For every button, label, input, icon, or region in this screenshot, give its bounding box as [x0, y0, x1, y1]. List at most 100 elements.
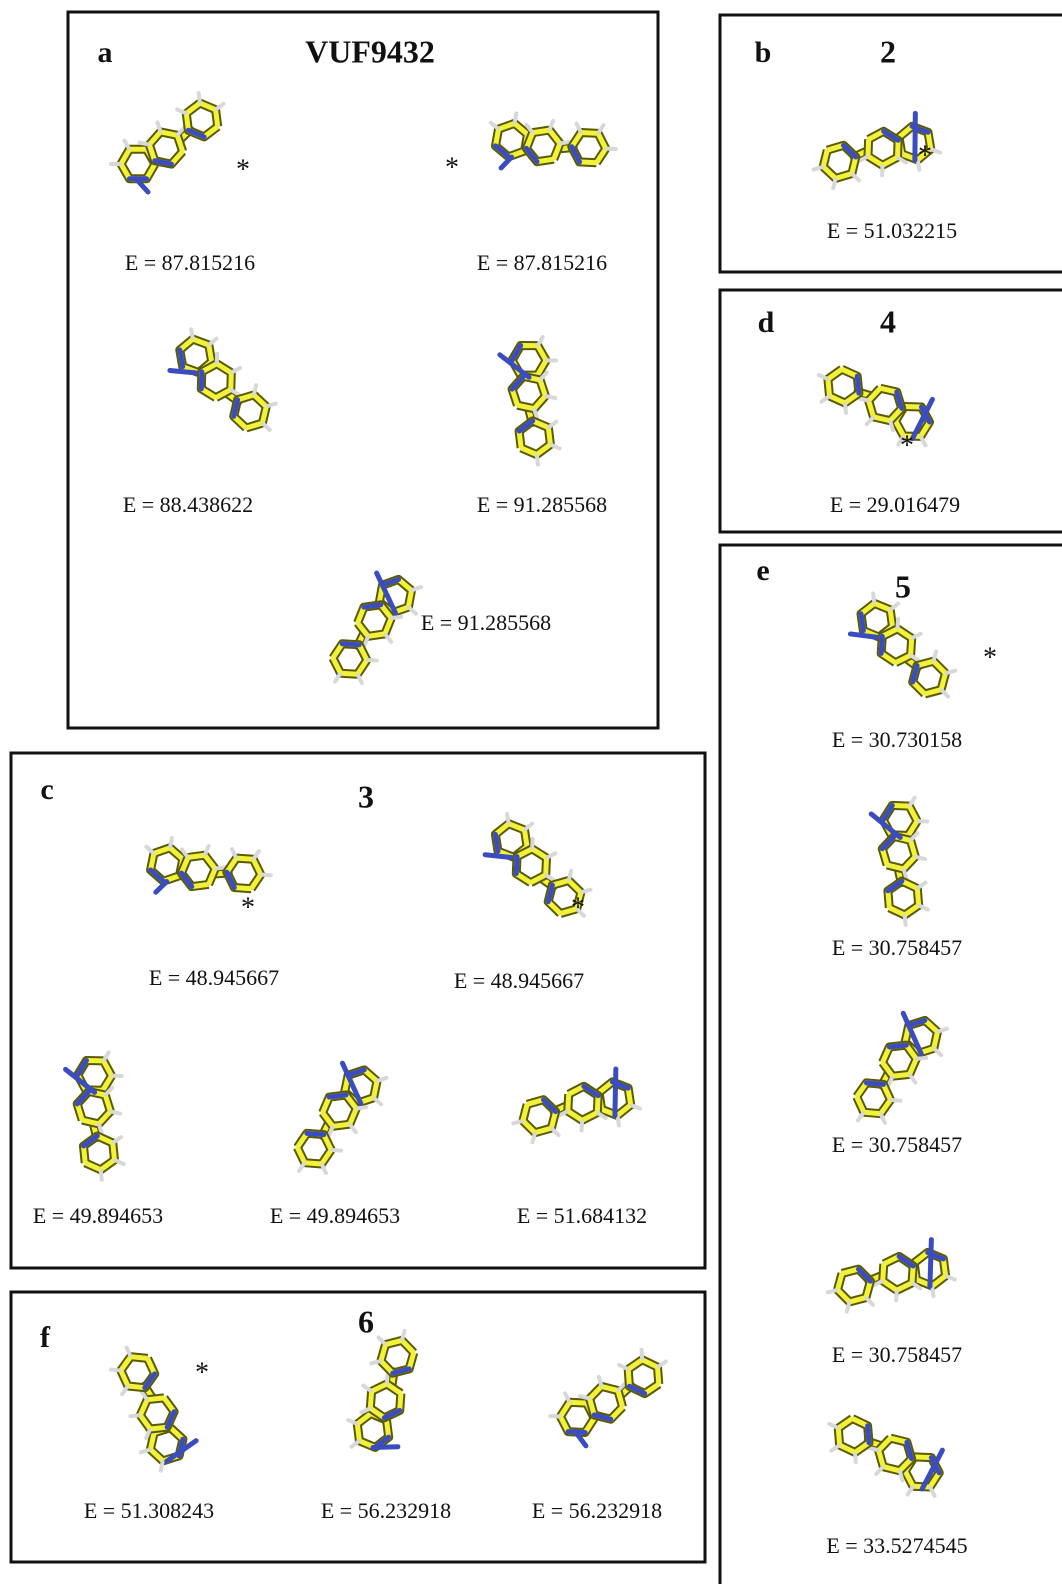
hydrogen [114, 1137, 121, 1142]
hydrogen [378, 1337, 384, 1343]
nitrogen [881, 636, 882, 653]
molecule [857, 1013, 947, 1123]
hydrogen [552, 1129, 558, 1135]
hydrogen [125, 141, 130, 149]
panel-letter: a [98, 36, 113, 69]
energy-label: E = 88.438622 [123, 492, 253, 517]
hydrogen [267, 404, 276, 407]
nitrogen [629, 1386, 644, 1393]
amine [170, 370, 196, 372]
hydrogen [821, 397, 828, 402]
hydrogen [140, 143, 149, 145]
lowest-marker: * [918, 140, 932, 171]
hydrogen [910, 1075, 915, 1082]
hydrogen [507, 814, 508, 823]
molecule [513, 1069, 640, 1142]
molecule [111, 93, 224, 192]
panel-border [11, 753, 705, 1268]
nitrogen [495, 834, 498, 851]
hydrogen [368, 660, 377, 661]
hydrogen [392, 617, 401, 618]
panel-title: 6 [358, 1303, 374, 1339]
nitrogen [227, 872, 234, 887]
hydrogen [161, 1462, 163, 1471]
panel-letter: d [758, 306, 775, 339]
hydrogen [491, 123, 498, 129]
hydrogen [378, 1078, 387, 1081]
hydrogen [387, 1374, 388, 1383]
hydrogen [828, 1290, 837, 1292]
hydrogen [858, 1113, 863, 1120]
hydrogen [299, 1164, 304, 1171]
panel: b2E = 51.032215* [720, 15, 1062, 272]
hydrogen [262, 875, 271, 876]
hydrogen [833, 179, 835, 188]
hydrogen [254, 851, 259, 858]
hydrogen [867, 418, 873, 425]
hydrogen [892, 1100, 901, 1101]
hydrogen [513, 1121, 522, 1123]
hydrogen [867, 1298, 873, 1304]
hydrogen [402, 1331, 404, 1340]
hydrogen [853, 174, 860, 180]
hydrogen [930, 1488, 934, 1496]
panel: f6E = 51.308243*E = 56.232918E = 56.2329… [11, 1292, 705, 1562]
panel: c3E = 48.945667*E = 48.945667*E = 49.894… [11, 753, 705, 1268]
hydrogen [896, 1291, 897, 1300]
energy-label: E = 91.285568 [477, 492, 607, 517]
energy-label: E = 87.815216 [125, 250, 255, 275]
molecule [829, 1419, 942, 1496]
hydrogen [199, 93, 200, 102]
hydrogen [908, 1487, 913, 1495]
hydrogen [263, 424, 270, 430]
nitrogen [364, 605, 381, 607]
hydrogen [515, 114, 517, 123]
energy-label: E = 91.285568 [421, 610, 551, 635]
hydrogen [855, 1453, 856, 1462]
hydrogen [357, 1107, 366, 1108]
hydrogen [363, 1386, 370, 1391]
hydrogen [831, 1446, 838, 1451]
hydrogen [910, 798, 915, 806]
hydrogen [869, 1448, 878, 1450]
hydrogen [210, 339, 217, 345]
molecule [66, 1052, 124, 1179]
hydrogen [618, 1117, 619, 1126]
hydrogen [254, 385, 256, 394]
hydrogen [216, 867, 225, 868]
hydrogen [891, 604, 898, 610]
energy-label: E = 51.308243 [84, 1498, 214, 1523]
hydrogen [873, 593, 874, 602]
hydrogen [876, 1467, 882, 1473]
energy-label: E = 56.232918 [321, 1498, 451, 1523]
molecule [550, 1350, 665, 1446]
hydrogen [232, 368, 240, 372]
energy-label: E = 51.032215 [827, 218, 957, 243]
panel-letter: e [756, 554, 769, 587]
molecule [348, 1331, 414, 1448]
energy-label: E = 87.815216 [477, 250, 607, 275]
hydrogen [216, 104, 223, 109]
hydrogen [386, 635, 392, 642]
hydrogen [932, 1287, 933, 1296]
lowest-marker: * [900, 430, 914, 461]
molecule [333, 573, 421, 683]
hydrogen [130, 1415, 139, 1416]
hydrogen [350, 1125, 355, 1132]
nitrogen [329, 1095, 346, 1097]
lowest-marker: * [241, 892, 255, 923]
panel-border [720, 545, 1062, 1584]
hydrogen [599, 125, 604, 133]
energy-label: E = 48.945667 [149, 965, 279, 990]
hydrogen [533, 1134, 535, 1143]
hydrogen [146, 847, 153, 853]
nitrogen [342, 644, 359, 645]
hydrogen [104, 1052, 109, 1060]
hydrogen [859, 398, 868, 400]
hydrogen [890, 422, 893, 431]
molecule [819, 369, 933, 445]
molecule [170, 329, 276, 430]
lowest-marker: * [983, 642, 997, 673]
lowest-marker: * [195, 1357, 209, 1388]
molecule [146, 838, 270, 892]
